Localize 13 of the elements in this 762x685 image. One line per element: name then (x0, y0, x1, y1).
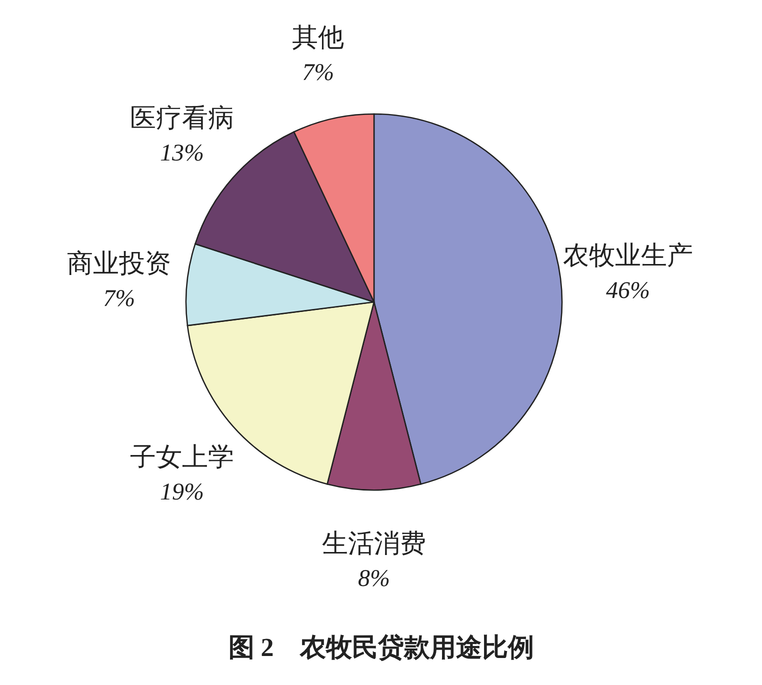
slice-label: 商业投资 (67, 248, 172, 278)
slice-label: 医疗看病 (130, 104, 234, 133)
text: 图 2 农牧民贷款用途比例 (228, 633, 534, 662)
slice-label: 农牧业生产 (562, 240, 693, 270)
data-label: 19% (160, 479, 204, 506)
slice-label: 其他 (292, 23, 344, 52)
data-label: 46% (606, 278, 650, 304)
data-label: 8% (358, 566, 390, 592)
data-label: 7% (103, 286, 136, 312)
slice-label: 子女上学 (130, 442, 234, 472)
slice-label: 生活消费 (322, 529, 426, 558)
data-label: 7% (302, 60, 334, 86)
data-label: 13% (160, 140, 204, 167)
